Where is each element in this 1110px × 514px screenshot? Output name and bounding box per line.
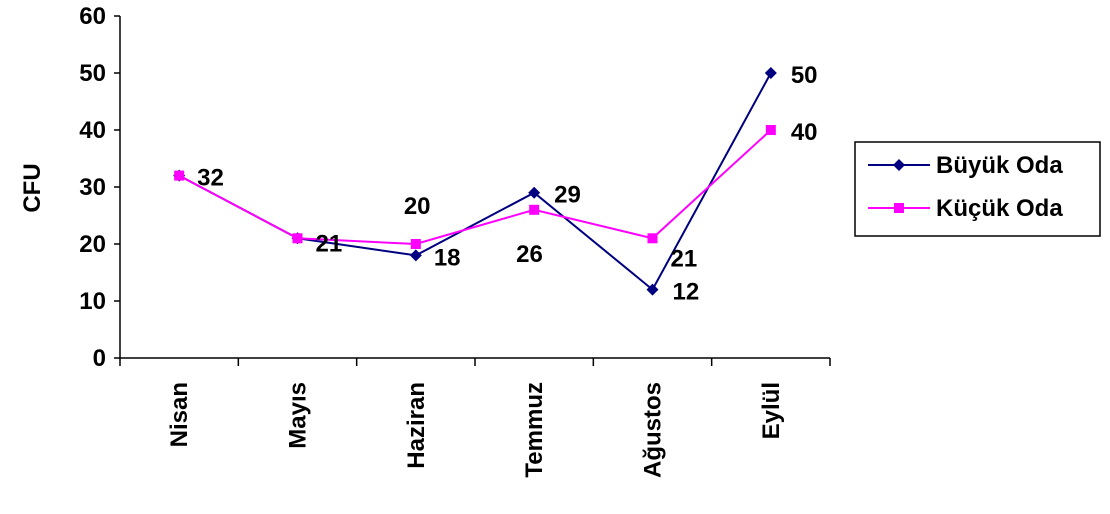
data-label: 21: [316, 230, 343, 257]
y-tick-label: 20: [79, 231, 106, 258]
data-label: 32: [197, 165, 224, 192]
x-tick-label: Nisan: [166, 382, 193, 447]
data-label: 18: [434, 244, 461, 271]
point-marker-diamond: [409, 249, 422, 262]
data-label: 50: [791, 62, 818, 89]
legend: Büyük Oda Küçük Oda: [854, 141, 1101, 237]
point-marker-square: [765, 125, 776, 135]
point-marker-square: [174, 170, 185, 181]
x-tick-label: Mayıs: [285, 382, 312, 449]
data-label: 40: [791, 119, 818, 146]
axes: 0 10 20 30 40 50 60 Nisan Mayıs Haziran Temmuz Ağus…: [79, 3, 831, 478]
point-marker-square: [529, 204, 540, 215]
legend-marker-diamond-icon: [893, 159, 905, 171]
data-label: 12: [673, 279, 700, 306]
x-tick-label: Haziran: [403, 382, 430, 469]
y-tick-label: 60: [79, 3, 106, 30]
legend-box: [854, 141, 1101, 237]
point-marker-diamond: [764, 67, 777, 79]
series-layer: [173, 67, 777, 296]
data-label: 20: [404, 193, 431, 220]
x-tick-label: Eylül: [758, 382, 785, 439]
data-label: 29: [554, 182, 581, 209]
point-marker-diamond: [646, 283, 659, 296]
legend-label-kucuk-oda: Küçük Oda: [936, 195, 1063, 222]
y-axis-title: CFU: [19, 163, 46, 212]
y-tick-label: 40: [79, 117, 106, 144]
y-tick-label: 50: [79, 60, 106, 87]
y-tick-label: 30: [79, 174, 106, 201]
data-label: 26: [516, 241, 543, 268]
point-marker-diamond: [528, 186, 541, 199]
point-marker-square: [647, 233, 658, 244]
y-tick-label: 10: [79, 288, 106, 315]
legend-label-buyuk-oda: Büyük Oda: [936, 152, 1063, 179]
point-marker-square: [410, 239, 421, 249]
x-tick-label: Temmuz: [521, 382, 548, 478]
point-marker-square: [292, 233, 303, 244]
y-tick-label: 0: [93, 345, 106, 372]
x-tick-label: Ağustos: [640, 382, 667, 478]
legend-marker-square-icon: [894, 203, 904, 213]
data-label: 21: [671, 245, 698, 272]
series-line-küçük-oda: [178, 129, 772, 246]
